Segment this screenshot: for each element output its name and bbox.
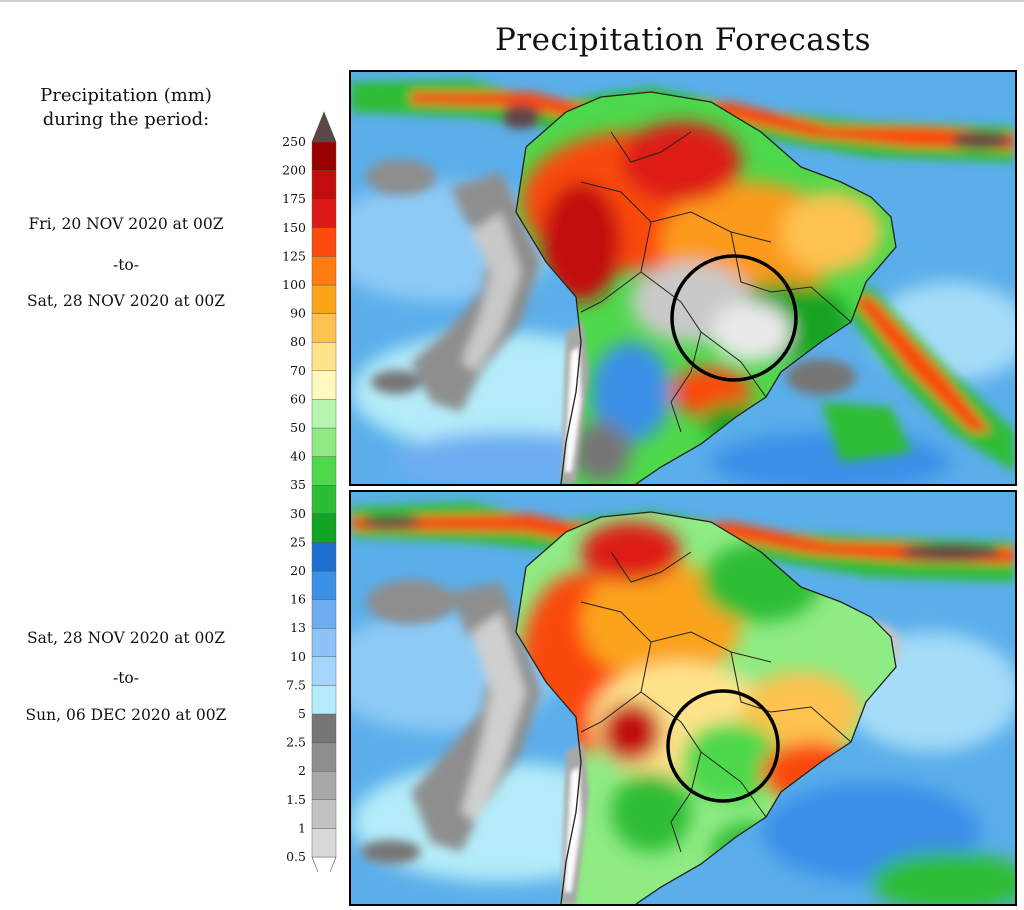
colorbar-tick-label: 35 — [290, 477, 306, 492]
colorbar-swatch — [311, 341, 337, 371]
period2-to: Sun, 06 DEC 2020 at 00Z — [25, 706, 227, 724]
colorbar-swatch — [311, 198, 337, 228]
colorbar-swatch — [311, 485, 337, 515]
precip-field-land — [521, 122, 881, 482]
dry-region-pacific — [366, 159, 856, 412]
colorbar-swatch — [311, 284, 337, 314]
colorbar-tick-label: 150 — [282, 220, 306, 235]
colorbar-tick-label: 10 — [290, 649, 306, 664]
colorbar-tick-label: 20 — [290, 563, 306, 578]
colorbar-swatch — [311, 570, 337, 600]
country-borders — [580, 131, 852, 433]
colorbar-tick-label: 50 — [290, 420, 306, 435]
forecast-map-period-1 — [349, 70, 1017, 486]
colorbar-tick-label: 25 — [290, 534, 306, 549]
top-border — [0, 0, 1024, 2]
colorbar-top-triangle — [311, 111, 337, 143]
colorbar-swatch — [311, 313, 337, 343]
colorbar-swatch — [311, 599, 337, 629]
colorbar-swatch — [311, 828, 337, 858]
colorbar-swatch — [311, 256, 337, 286]
colorbar-swatch — [311, 227, 337, 257]
colorbar-tick-label: 5 — [298, 706, 306, 721]
colorbar-swatch — [311, 170, 337, 200]
colorbar-tick-label: 2 — [298, 763, 306, 778]
colorbar-swatch — [311, 542, 337, 572]
colorbar-tick-label: 2.5 — [286, 735, 306, 750]
colorbar-swatch — [311, 628, 337, 658]
colorbar-swatch — [311, 713, 337, 743]
forecast-map-period-2 — [349, 490, 1017, 906]
colorbar-swatch — [311, 685, 337, 715]
colorbar-swatch — [311, 656, 337, 686]
colorbar-tick-label: 40 — [290, 449, 306, 464]
colorbar-tick-label: 0.5 — [286, 849, 306, 864]
colorbar-tick-label: 125 — [282, 248, 306, 263]
colorbar-tick-label: 13 — [290, 620, 306, 635]
colorbar-swatch — [311, 427, 337, 457]
period1-from: Fri, 20 NOV 2020 at 00Z — [28, 215, 224, 233]
colorbar-tick-label: 100 — [282, 277, 306, 292]
colorbar-tick-label: 16 — [290, 592, 306, 607]
coastline — [515, 511, 897, 904]
colorbar-tick-label: 7.5 — [286, 677, 306, 692]
highlight-circle — [666, 689, 780, 803]
legend-heading: Precipitation (mm) during the period: — [8, 84, 244, 132]
period2-to-word: -to- — [112, 669, 140, 687]
highlight-circle — [670, 254, 798, 382]
colorbar-tick-label: 175 — [282, 191, 306, 206]
legend-heading-line1: Precipitation (mm) — [40, 85, 212, 106]
colorbar-swatch — [311, 799, 337, 829]
colorbar-tick-label: 250 — [282, 134, 306, 149]
period1-to: Sat, 28 NOV 2020 at 00Z — [27, 292, 225, 310]
colorbar-bottom-triangle — [311, 856, 337, 872]
precipitation-colorbar: 0.5 1 1.5 2 2.5 5 7.5 10 13 16 20 25 30 35 40 50 60 70 80 9… — [282, 111, 337, 872]
colorbar-tick-label: 70 — [290, 363, 306, 378]
sacz-band — [821, 287, 1015, 472]
colorbar-tick-label: 1 — [298, 820, 306, 835]
colorbar-tick-label: 30 — [290, 506, 306, 521]
colorbar-tick-label: 60 — [290, 391, 306, 406]
page-title: Precipitation Forecasts — [494, 22, 872, 58]
colorbar-swatch — [311, 513, 337, 543]
country-borders — [580, 551, 852, 853]
legend-heading-line2: during the period: — [42, 109, 210, 130]
period2-from: Sat, 28 NOV 2020 at 00Z — [27, 629, 225, 647]
colorbar-swatch — [311, 370, 337, 400]
colorbar-tick-label: 90 — [290, 306, 306, 321]
coastline — [515, 91, 897, 484]
colorbar-swatch — [311, 771, 337, 801]
colorbar-tick-label: 80 — [290, 334, 306, 349]
colorbar-swatch — [311, 399, 337, 429]
colorbar-swatch — [311, 742, 337, 772]
period1-to-word: -to- — [112, 256, 140, 274]
colorbar-tick-label: 1.5 — [286, 792, 306, 807]
colorbar-tick-label: 200 — [282, 163, 306, 178]
colorbar-swatch — [311, 456, 337, 486]
colorbar-swatch — [311, 141, 337, 171]
